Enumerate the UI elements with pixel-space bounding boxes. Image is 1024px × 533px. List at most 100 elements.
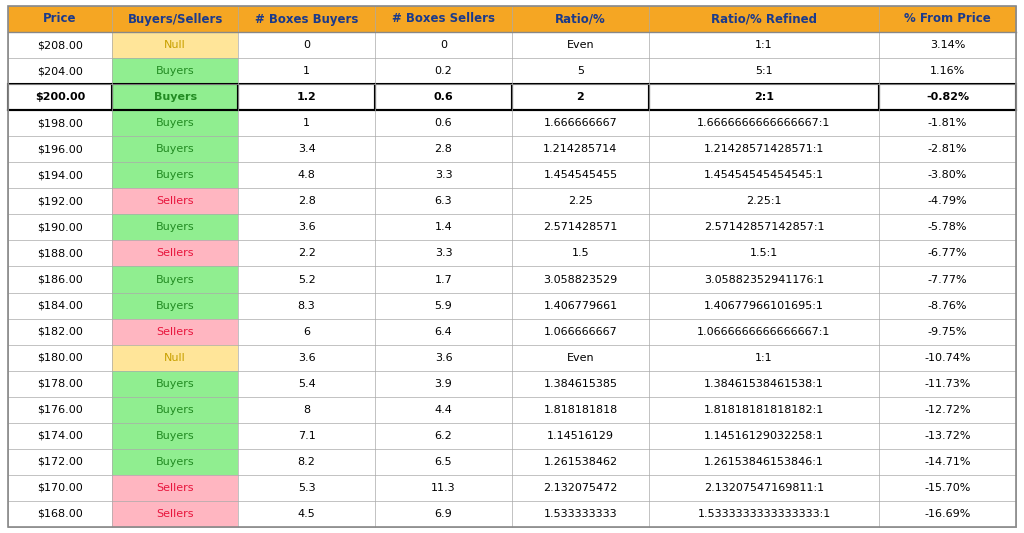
Bar: [649, 266, 879, 293]
Text: # Boxes Buyers: # Boxes Buyers: [255, 12, 358, 26]
Text: 1.5333333333333333:1: 1.5333333333333333:1: [697, 509, 830, 519]
Text: 3.14%: 3.14%: [930, 40, 966, 50]
Bar: [879, 84, 1016, 110]
Text: -4.79%: -4.79%: [928, 196, 968, 206]
Bar: [8, 240, 112, 266]
Text: 2.8: 2.8: [434, 144, 453, 154]
Text: -13.72%: -13.72%: [925, 431, 971, 441]
Text: Buyers: Buyers: [156, 379, 195, 389]
Bar: [375, 32, 512, 58]
Text: -0.82%: -0.82%: [926, 92, 969, 102]
Text: 6.2: 6.2: [434, 431, 453, 441]
Text: 1.5: 1.5: [571, 248, 589, 259]
Text: 1.21428571428571:1: 1.21428571428571:1: [703, 144, 824, 154]
Bar: [512, 319, 649, 345]
Text: -3.80%: -3.80%: [928, 170, 968, 180]
Text: Buyers: Buyers: [156, 144, 195, 154]
Bar: [375, 214, 512, 240]
Bar: [375, 84, 512, 110]
Text: 6.9: 6.9: [434, 509, 453, 519]
Bar: [239, 84, 375, 110]
Bar: [649, 84, 879, 110]
Text: Ratio/% Refined: Ratio/% Refined: [711, 12, 817, 26]
Bar: [879, 293, 1016, 319]
Bar: [239, 397, 375, 423]
Text: 1: 1: [303, 118, 310, 128]
Bar: [239, 293, 375, 319]
Text: -7.77%: -7.77%: [928, 274, 968, 285]
Bar: [112, 397, 239, 423]
Text: 5.4: 5.4: [298, 379, 315, 389]
Text: 2.132075472: 2.132075472: [544, 483, 617, 493]
Text: $170.00: $170.00: [37, 483, 83, 493]
Text: Even: Even: [566, 353, 594, 362]
Bar: [375, 58, 512, 84]
Bar: [112, 475, 239, 501]
Text: 3.6: 3.6: [435, 353, 453, 362]
Text: Null: Null: [164, 353, 186, 362]
Text: $184.00: $184.00: [37, 301, 83, 311]
Text: 1.406779661: 1.406779661: [544, 301, 617, 311]
Bar: [649, 370, 879, 397]
Text: 6.5: 6.5: [435, 457, 453, 467]
Bar: [649, 345, 879, 370]
Bar: [112, 345, 239, 370]
Text: $192.00: $192.00: [37, 196, 83, 206]
Text: 1.214285714: 1.214285714: [544, 144, 617, 154]
Bar: [239, 501, 375, 527]
Text: -8.76%: -8.76%: [928, 301, 968, 311]
Bar: [8, 162, 112, 188]
Bar: [239, 370, 375, 397]
Bar: [112, 162, 239, 188]
Bar: [239, 32, 375, 58]
Text: 4.4: 4.4: [434, 405, 453, 415]
Bar: [512, 84, 649, 110]
Text: Null: Null: [164, 40, 186, 50]
Bar: [512, 188, 649, 214]
Text: Buyers/Sellers: Buyers/Sellers: [127, 12, 223, 26]
Text: $204.00: $204.00: [37, 66, 83, 76]
Text: Price: Price: [43, 12, 77, 26]
Text: -5.78%: -5.78%: [928, 222, 968, 232]
Bar: [375, 370, 512, 397]
Text: 1.066666667: 1.066666667: [544, 327, 617, 337]
Text: 3.05882352941176:1: 3.05882352941176:1: [703, 274, 824, 285]
Text: 1.45454545454545:1: 1.45454545454545:1: [703, 170, 824, 180]
Bar: [239, 188, 375, 214]
Bar: [8, 475, 112, 501]
Text: $196.00: $196.00: [37, 144, 83, 154]
Text: Buyers: Buyers: [156, 431, 195, 441]
Bar: [649, 449, 879, 475]
Bar: [8, 423, 112, 449]
Text: -15.70%: -15.70%: [925, 483, 971, 493]
Bar: [375, 397, 512, 423]
Bar: [239, 319, 375, 345]
Bar: [375, 136, 512, 162]
Bar: [512, 162, 649, 188]
Text: 1.454545455: 1.454545455: [544, 170, 617, 180]
Text: 1.81818181818182:1: 1.81818181818182:1: [703, 405, 824, 415]
Text: $200.00: $200.00: [35, 92, 85, 102]
Text: 1.5:1: 1.5:1: [750, 248, 778, 259]
Text: -9.75%: -9.75%: [928, 327, 968, 337]
Bar: [649, 214, 879, 240]
Text: -2.81%: -2.81%: [928, 144, 968, 154]
Bar: [375, 188, 512, 214]
Bar: [879, 58, 1016, 84]
Bar: [512, 501, 649, 527]
Text: $188.00: $188.00: [37, 248, 83, 259]
Bar: [512, 397, 649, 423]
Text: 1.666666667: 1.666666667: [544, 118, 617, 128]
Text: 2.57142857142857:1: 2.57142857142857:1: [703, 222, 824, 232]
Bar: [8, 319, 112, 345]
Text: 5: 5: [577, 66, 584, 76]
Text: -1.81%: -1.81%: [928, 118, 968, 128]
Text: 0.2: 0.2: [434, 66, 453, 76]
Bar: [112, 501, 239, 527]
Text: 5:1: 5:1: [755, 66, 773, 76]
Bar: [512, 423, 649, 449]
Bar: [879, 370, 1016, 397]
Bar: [649, 293, 879, 319]
Bar: [649, 475, 879, 501]
Text: 2: 2: [577, 92, 585, 102]
